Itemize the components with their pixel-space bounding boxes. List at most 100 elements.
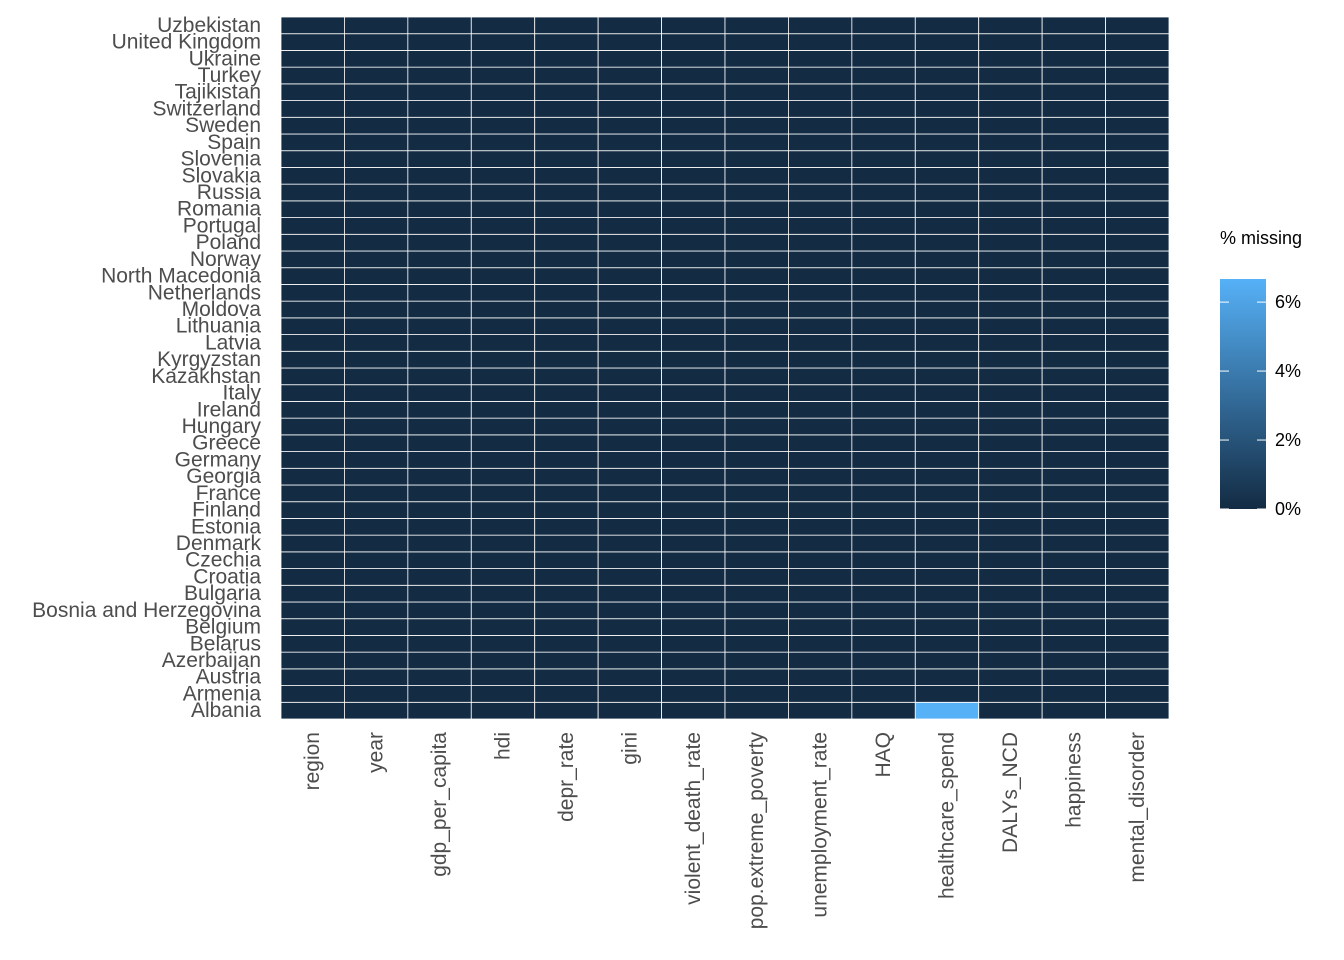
heatmap-cell xyxy=(914,668,980,686)
heatmap-cell xyxy=(1105,33,1170,51)
heatmap-cell xyxy=(661,66,726,85)
heatmap-cell xyxy=(597,367,662,386)
heatmap-cell xyxy=(724,701,789,720)
heatmap-cell xyxy=(1105,417,1170,436)
heatmap-cell xyxy=(470,267,536,285)
heatmap-cell xyxy=(914,367,980,386)
heatmap-cell xyxy=(914,217,980,235)
heatmap-cell xyxy=(851,133,916,152)
heatmap-cell xyxy=(534,317,599,335)
variable-label: mental_disorder xyxy=(1126,732,1149,883)
heatmap-cell xyxy=(851,217,916,235)
heatmap-cell xyxy=(1105,284,1170,302)
heatmap-cell xyxy=(1041,267,1106,285)
variable-label: violent_death_rate xyxy=(682,732,705,905)
heatmap-cell xyxy=(788,150,853,168)
heatmap-cell xyxy=(978,451,1043,469)
variable-label: unemployment_rate xyxy=(809,732,832,918)
heatmap-cell xyxy=(407,467,472,486)
heatmap-cell xyxy=(344,618,409,636)
heatmap-cell xyxy=(534,334,599,352)
heatmap-cell xyxy=(407,701,472,720)
heatmap-cell xyxy=(407,33,472,51)
heatmap-cell xyxy=(788,584,853,603)
heatmap-cell xyxy=(470,100,536,118)
heatmap-cell xyxy=(914,100,980,118)
heatmap-cell xyxy=(597,250,662,269)
heatmap-cell xyxy=(978,300,1043,319)
heatmap-cell xyxy=(470,300,536,319)
heatmap-cell xyxy=(470,50,536,68)
heatmap-cell xyxy=(1105,183,1170,202)
heatmap-cell xyxy=(788,200,853,218)
heatmap-cell xyxy=(978,701,1043,720)
heatmap-cell xyxy=(978,401,1043,419)
heatmap-cell xyxy=(1041,317,1106,335)
heatmap-cell xyxy=(1041,334,1106,352)
heatmap-cell xyxy=(1041,200,1106,218)
heatmap-cell xyxy=(534,250,599,269)
heatmap-cell xyxy=(978,50,1043,68)
heatmap-cell xyxy=(534,701,599,720)
heatmap-cell xyxy=(597,434,662,452)
heatmap-cell xyxy=(851,50,916,68)
heatmap-cell xyxy=(851,384,916,402)
heatmap-cell xyxy=(407,685,472,703)
heatmap-cell xyxy=(344,601,409,620)
heatmap-cell xyxy=(914,551,980,569)
legend-tick-label: 0% xyxy=(1275,499,1301,519)
country-label: Romania xyxy=(177,198,261,221)
heatmap-cell xyxy=(788,568,853,586)
heatmap-cell xyxy=(1041,217,1106,235)
heatmap-cell xyxy=(978,501,1043,519)
heatmap-cell xyxy=(851,150,916,168)
heatmap-cell xyxy=(851,518,916,536)
heatmap-cell xyxy=(1041,16,1106,35)
heatmap-cell xyxy=(1105,16,1170,35)
country-label: Italy xyxy=(222,382,261,405)
heatmap-cell xyxy=(534,568,599,586)
legend-tick-label: 2% xyxy=(1275,430,1301,450)
heatmap-cell xyxy=(407,300,472,319)
heatmap-cell xyxy=(407,401,472,419)
heatmap-cell xyxy=(661,668,726,686)
heatmap-cell xyxy=(661,334,726,352)
heatmap-cell xyxy=(534,434,599,452)
heatmap-cell xyxy=(661,568,726,586)
heatmap-cell xyxy=(978,635,1043,653)
heatmap-cell xyxy=(1105,100,1170,118)
heatmap-cell xyxy=(407,167,472,185)
heatmap-cell xyxy=(407,568,472,586)
heatmap-cell xyxy=(1041,66,1106,85)
legend-tick-label: 6% xyxy=(1275,292,1301,312)
heatmap-cell xyxy=(407,16,472,35)
heatmap-cell xyxy=(978,284,1043,302)
heatmap-cell xyxy=(724,100,789,118)
heatmap-cell xyxy=(280,635,345,653)
heatmap-cell xyxy=(344,417,409,436)
country-label: Moldova xyxy=(182,298,262,321)
heatmap-cell xyxy=(1041,417,1106,436)
heatmap-cell xyxy=(407,618,472,636)
heatmap-cell xyxy=(280,200,345,218)
heatmap-cell xyxy=(851,200,916,218)
heatmap-cell xyxy=(914,233,980,252)
heatmap-cell xyxy=(1105,233,1170,252)
heatmap-cell xyxy=(978,16,1043,35)
heatmap-cell xyxy=(851,484,916,503)
heatmap-cell xyxy=(851,284,916,302)
heatmap-cell xyxy=(344,33,409,51)
country-label: Estonia xyxy=(191,515,261,538)
heatmap-cell xyxy=(597,317,662,335)
country-label: Sweden xyxy=(185,114,261,137)
heatmap-cell xyxy=(470,317,536,335)
heatmap-cell xyxy=(978,83,1043,101)
heatmap-cell xyxy=(344,50,409,68)
heatmap-cell xyxy=(914,618,980,636)
heatmap-cell xyxy=(597,551,662,569)
heatmap-cell xyxy=(344,551,409,569)
heatmap-cell xyxy=(914,33,980,51)
heatmap-cell xyxy=(407,601,472,620)
heatmap-cell xyxy=(407,350,472,369)
heatmap-cell xyxy=(851,183,916,202)
